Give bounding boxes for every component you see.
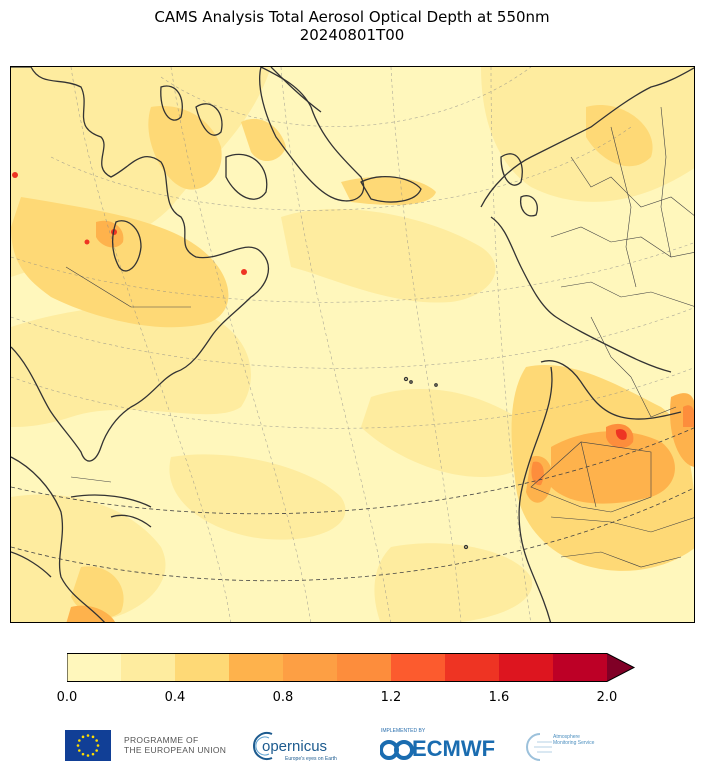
coastlines [11, 67, 694, 622]
cams-wordmark: Atmosphere Monitoring Service [553, 734, 595, 746]
eu-star [96, 744, 100, 747]
eu-flag-logo [65, 730, 111, 761]
eu-star [78, 749, 81, 752]
tropic-lines [11, 427, 694, 582]
colorbar-tick: 0.4 [164, 690, 186, 705]
colorbar-tick: 1.6 [488, 690, 510, 705]
colorbar-segment [445, 653, 500, 682]
colorbar-segment [391, 653, 446, 682]
title-line-2: 20240801T00 [299, 26, 405, 44]
eu-star [91, 735, 95, 739]
colorbar-tick: 2.0 [596, 690, 618, 705]
colorbar-segment [337, 653, 392, 682]
colorbar-svg [66, 653, 636, 682]
copernicus-wordmark: opernicus [262, 738, 328, 755]
eu-star [81, 752, 85, 756]
colorbar-extend-arrow [607, 653, 634, 682]
colorbar-outline [66, 653, 636, 682]
eu-star [78, 739, 81, 742]
eu-star [86, 734, 90, 737]
map-title: CAMS Analysis Total Aerosol Optical Dept… [0, 8, 704, 44]
eu-star [95, 739, 98, 742]
colorbar-segment [67, 653, 122, 682]
eu-star [76, 744, 80, 747]
title-line-1: CAMS Analysis Total Aerosol Optical Dept… [154, 8, 550, 26]
copernicus-c-logo [253, 732, 273, 760]
colorbar-segment [553, 653, 608, 682]
colorbar-segment [121, 653, 176, 682]
colorbar-tick: 1.2 [380, 690, 402, 705]
colorbar-segment [499, 653, 554, 682]
colorbar-tick: 0.8 [272, 690, 294, 705]
map-canvas [11, 67, 694, 622]
colorbar [66, 653, 637, 687]
colorbar-segments [67, 653, 634, 682]
aod-band-extreme [12, 172, 627, 440]
country-borders [65, 106, 694, 568]
implemented-by-text: IMPLEMENTED BY [381, 728, 426, 734]
colorbar-segment [283, 653, 338, 682]
copernicus-tagline: Europe's eyes on Earth [285, 756, 337, 762]
footer-logos: PROGRAMME OF THE EUROPEAN UNION opernicu… [0, 726, 704, 766]
ecmwf-logo-mark [380, 740, 414, 760]
colorbar-segment [229, 653, 284, 682]
aerosol-map [10, 66, 695, 623]
eu-star [81, 735, 85, 739]
colorbar-tick: 0.0 [56, 690, 78, 705]
eu-star [91, 752, 95, 756]
colorbar-segment [175, 653, 230, 682]
eu-star [86, 754, 90, 757]
colorbar-ticks: 0.0 0.4 0.8 1.2 1.6 2.0 [0, 690, 704, 710]
eu-programme-text: PROGRAMME OF THE EUROPEAN UNION [124, 735, 227, 755]
cams-logo-mark [526, 733, 552, 761]
ecmwf-wordmark: ECMWF [412, 736, 496, 761]
graticule [11, 67, 694, 622]
eu-star [95, 749, 98, 752]
aod-band-very-high [531, 405, 694, 486]
